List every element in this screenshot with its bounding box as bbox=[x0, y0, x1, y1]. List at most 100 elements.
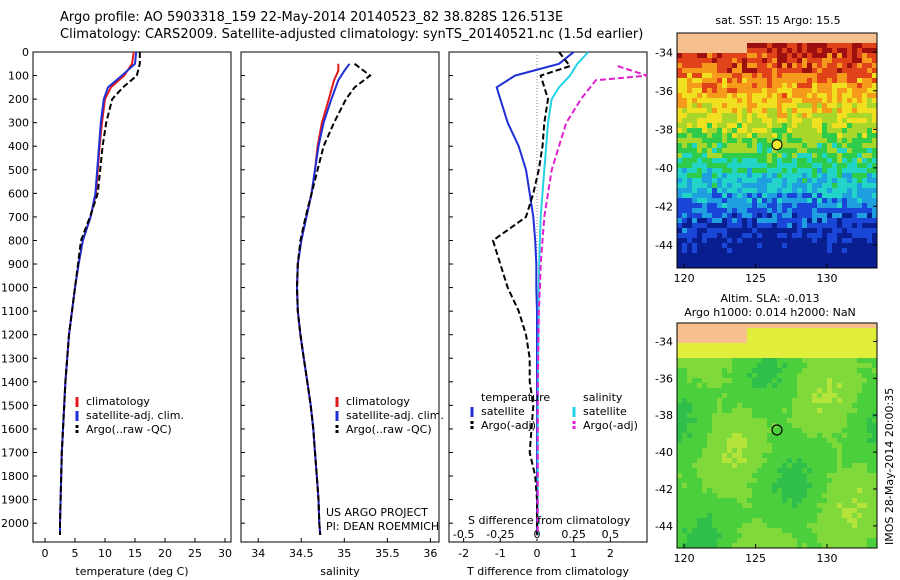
map-cell bbox=[772, 203, 777, 208]
map-cell bbox=[692, 368, 697, 373]
map-cell bbox=[712, 148, 717, 153]
map-cell bbox=[677, 83, 682, 88]
map-cell bbox=[812, 413, 817, 418]
map-cell bbox=[867, 263, 872, 268]
map-cell bbox=[832, 353, 837, 358]
map-cell bbox=[797, 203, 802, 208]
map-cell bbox=[862, 48, 867, 53]
map-cell bbox=[787, 158, 792, 163]
y-tick-label: 1500 bbox=[1, 399, 29, 412]
map-cell bbox=[757, 243, 762, 248]
map-cell bbox=[872, 418, 877, 423]
map-cell bbox=[817, 118, 822, 123]
map-cell bbox=[732, 368, 737, 373]
map-cell bbox=[692, 333, 697, 338]
map-cell bbox=[807, 158, 812, 163]
x-tick-label: 20 bbox=[158, 547, 172, 560]
map-cell bbox=[727, 363, 732, 368]
map-cell bbox=[692, 408, 697, 413]
map-cell bbox=[707, 58, 712, 63]
map-cell bbox=[812, 218, 817, 223]
map-cell bbox=[857, 138, 862, 143]
map-cell bbox=[692, 498, 697, 503]
map-cell bbox=[747, 68, 752, 73]
map-cell bbox=[757, 223, 762, 228]
map-cell bbox=[717, 428, 722, 433]
map-cell bbox=[872, 543, 877, 548]
y-tick-label: 1700 bbox=[1, 446, 29, 459]
map-cell bbox=[847, 263, 852, 268]
map-cell bbox=[827, 468, 832, 473]
map-cell bbox=[817, 403, 822, 408]
map-cell bbox=[682, 243, 687, 248]
map-cell bbox=[687, 488, 692, 493]
map-cell bbox=[737, 113, 742, 118]
map-cell bbox=[852, 403, 857, 408]
map-cell bbox=[692, 543, 697, 548]
map-cell bbox=[792, 418, 797, 423]
map-cell bbox=[702, 178, 707, 183]
map-cell bbox=[797, 513, 802, 518]
map-cell bbox=[752, 343, 757, 348]
map-cell bbox=[872, 533, 877, 538]
map-cell bbox=[732, 343, 737, 348]
map-cell bbox=[707, 253, 712, 258]
map-cell bbox=[867, 413, 872, 418]
map-cell bbox=[682, 513, 687, 518]
map-cell bbox=[847, 463, 852, 468]
map-cell bbox=[742, 68, 747, 73]
map-cell bbox=[852, 418, 857, 423]
map-cell bbox=[687, 538, 692, 543]
map-cell bbox=[722, 388, 727, 393]
map-cell bbox=[757, 248, 762, 253]
map-cell bbox=[742, 118, 747, 123]
map-cell bbox=[747, 253, 752, 258]
map-cell bbox=[852, 58, 857, 63]
map-cell bbox=[677, 408, 682, 413]
map-cell bbox=[812, 238, 817, 243]
map-cell bbox=[872, 193, 877, 198]
map-cell bbox=[682, 488, 687, 493]
map-cell bbox=[867, 193, 872, 198]
map-cell bbox=[797, 178, 802, 183]
map-cell bbox=[812, 258, 817, 263]
map-cell bbox=[792, 208, 797, 213]
map-cell bbox=[872, 178, 877, 183]
map-cell bbox=[792, 153, 797, 158]
map-cell bbox=[777, 538, 782, 543]
map-cell bbox=[837, 218, 842, 223]
map-cell bbox=[707, 158, 712, 163]
map-cell bbox=[782, 133, 787, 138]
map-cell bbox=[862, 378, 867, 383]
map-cell bbox=[732, 148, 737, 153]
map-cell bbox=[857, 203, 862, 208]
map-cell bbox=[827, 83, 832, 88]
map-cell bbox=[722, 378, 727, 383]
map-cell bbox=[857, 123, 862, 128]
map-cell bbox=[727, 83, 732, 88]
map-cell bbox=[817, 233, 822, 238]
map-cell bbox=[777, 513, 782, 518]
map-cell bbox=[702, 368, 707, 373]
map-cell bbox=[792, 263, 797, 268]
map-cell bbox=[717, 528, 722, 533]
map-cell bbox=[742, 538, 747, 543]
map-cell bbox=[817, 453, 822, 458]
map-cell bbox=[757, 538, 762, 543]
map-cell bbox=[817, 93, 822, 98]
map-cell bbox=[802, 88, 807, 93]
map-cell bbox=[852, 428, 857, 433]
map-cell bbox=[687, 403, 692, 408]
salinity-plot: 34 34.5 35 35.5 36 bbox=[241, 51, 437, 560]
map-cell bbox=[802, 243, 807, 248]
map-cell bbox=[722, 498, 727, 503]
map-cell bbox=[702, 198, 707, 203]
map-cell bbox=[737, 518, 742, 523]
map-cell bbox=[802, 463, 807, 468]
map-cell bbox=[752, 143, 757, 148]
map-cell bbox=[812, 353, 817, 358]
map-cell bbox=[717, 253, 722, 258]
map-cell bbox=[817, 393, 822, 398]
map-cell bbox=[867, 43, 872, 48]
map-cell bbox=[717, 443, 722, 448]
